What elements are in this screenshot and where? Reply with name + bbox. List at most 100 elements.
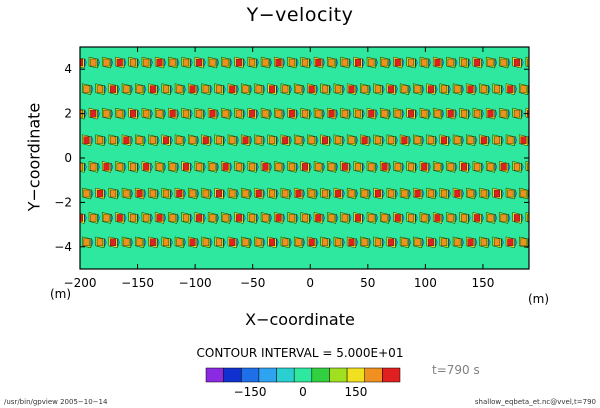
contour-trough: [276, 136, 279, 145]
contour-trough: [117, 85, 120, 94]
contour-trough: [336, 58, 339, 67]
contour-trough: [183, 238, 186, 247]
contour-field: [80, 47, 544, 269]
contour-core: [196, 214, 203, 222]
contour-core: [374, 136, 381, 144]
y-tick-label: 4: [64, 62, 72, 76]
contour-trough: [481, 58, 484, 67]
contour-trough: [157, 189, 160, 198]
x-tick-label: −50: [240, 276, 265, 290]
contour-trough: [408, 238, 411, 247]
contour-trough: [183, 189, 186, 198]
contour-trough: [84, 162, 87, 171]
contour-core: [447, 58, 454, 67]
contour-trough: [375, 162, 378, 171]
contour-trough: [395, 238, 398, 247]
contour-core: [282, 85, 289, 93]
contour-core: [123, 238, 130, 247]
contour-trough: [415, 58, 418, 67]
contour-trough: [422, 136, 425, 145]
contour-core: [123, 136, 130, 144]
contour-trough: [296, 58, 299, 67]
contour-trough: [336, 162, 339, 171]
contour-trough: [210, 136, 213, 145]
contour-trough: [428, 213, 431, 222]
contour-trough: [475, 238, 478, 247]
contour-core: [96, 85, 103, 93]
contour-trough: [336, 109, 339, 118]
contour-trough: [91, 136, 94, 145]
contour-core: [500, 214, 507, 222]
contour-trough: [382, 238, 385, 247]
contour-trough: [91, 238, 94, 247]
contour-core: [527, 214, 529, 222]
contour-trough: [210, 85, 213, 94]
contour-core: [520, 189, 527, 198]
contour-cell: [533, 84, 542, 95]
contour-core: [275, 58, 282, 67]
contour-trough: [91, 189, 94, 198]
contour-trough: [124, 58, 127, 67]
contour-trough: [415, 109, 418, 118]
contour-core: [302, 214, 309, 222]
contour-trough: [501, 238, 504, 247]
contour-core: [90, 214, 97, 222]
contour-core: [182, 214, 189, 222]
contour-core: [487, 214, 494, 222]
contour-core: [83, 189, 90, 198]
contour-trough: [177, 162, 180, 171]
contour-trough: [481, 162, 484, 171]
contour-core: [447, 214, 454, 222]
x-axis-label: X−coordinate: [245, 310, 355, 329]
contour-trough: [329, 238, 332, 247]
contour-trough: [130, 189, 133, 198]
contour-core: [143, 163, 150, 171]
contour-trough: [322, 58, 325, 67]
contour-core: [189, 136, 196, 144]
contour-core: [163, 136, 170, 144]
contour-core: [222, 109, 229, 118]
contour-trough: [435, 85, 438, 94]
contour-trough: [223, 238, 226, 247]
contour-core: [408, 214, 414, 222]
contour-trough: [84, 58, 87, 67]
contour-trough: [375, 109, 378, 118]
contour-core: [163, 85, 170, 93]
contour-core: [209, 214, 216, 222]
contour-cell: [525, 161, 529, 172]
contour-core: [434, 214, 441, 222]
contour-trough: [475, 189, 478, 198]
contour-core: [255, 189, 262, 198]
contour-core: [136, 136, 143, 144]
contour-trough: [269, 162, 272, 171]
contour-trough: [342, 238, 345, 247]
contour-trough: [389, 109, 392, 118]
contour-trough: [144, 136, 147, 145]
contour-trough: [130, 238, 133, 247]
contour-core: [282, 189, 289, 198]
contour-core: [189, 238, 196, 247]
contour-trough: [542, 85, 544, 93]
contour-trough: [97, 162, 100, 171]
contour-core: [427, 189, 434, 198]
contour-core: [414, 85, 421, 93]
contour-trough: [428, 58, 431, 67]
contour-trough: [157, 136, 160, 145]
contour-trough: [542, 136, 544, 144]
contour-core: [321, 238, 328, 247]
contour-trough: [461, 136, 464, 145]
contour-core: [335, 136, 342, 144]
contour-core: [216, 136, 222, 144]
contour-trough: [468, 213, 471, 222]
contour-trough: [395, 85, 398, 94]
colorbar-swatch: [311, 367, 330, 383]
contour-core: [123, 85, 130, 93]
contour-trough: [422, 189, 425, 198]
contour-core: [116, 109, 123, 118]
contour-core: [156, 109, 163, 118]
contour-trough: [362, 109, 365, 118]
contour-trough: [303, 189, 306, 198]
contour-trough: [170, 136, 173, 145]
contour-core: [249, 109, 256, 118]
contour-trough: [481, 213, 484, 222]
